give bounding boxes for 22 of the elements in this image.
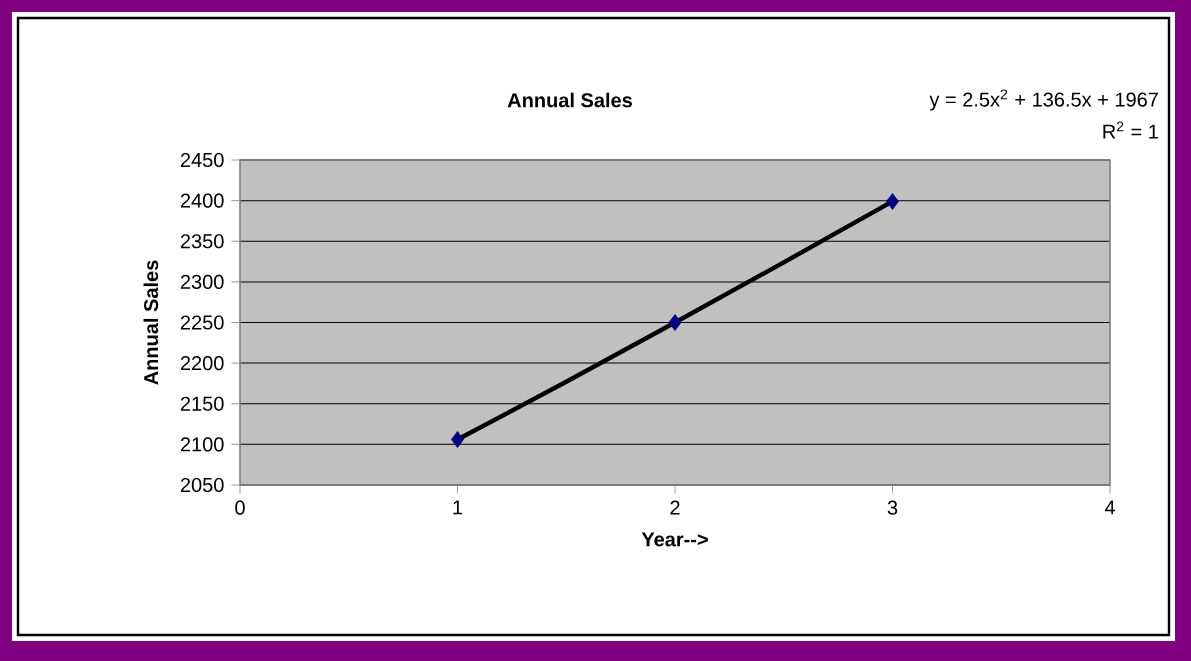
x-tick-label: 3 [887,500,898,515]
y-tick-label: 2150 [180,396,224,411]
x-tick-label: 2 [670,500,680,515]
x-axis-title: Year--> [641,532,708,547]
point [886,193,899,210]
y-tick-label: 2250 [180,315,224,330]
y-tick-label: 2400 [180,193,224,208]
point [668,314,682,331]
text: y = 2.5x$^{2}$ + 136.5x + 1967 [929,89,1158,111]
y-tick-label: 2450 [180,152,224,168]
y-tick-label: 2200 [180,356,224,371]
x-tick-label: 4 [1104,500,1115,515]
x-tick-label: 0 [235,500,245,515]
y-axis-title: Annual Sales [143,260,159,385]
y-tick-label: 2300 [180,274,224,289]
x-tick-label: 1 [453,500,463,515]
text: R$^{2}$ = 1 [1103,121,1158,139]
y-tick-label: 2100 [180,437,224,452]
y-tick-label: 2050 [180,477,224,493]
y-tick-label: 2350 [180,234,224,249]
chart-title: Annual Sales [507,92,632,108]
point [451,431,464,448]
